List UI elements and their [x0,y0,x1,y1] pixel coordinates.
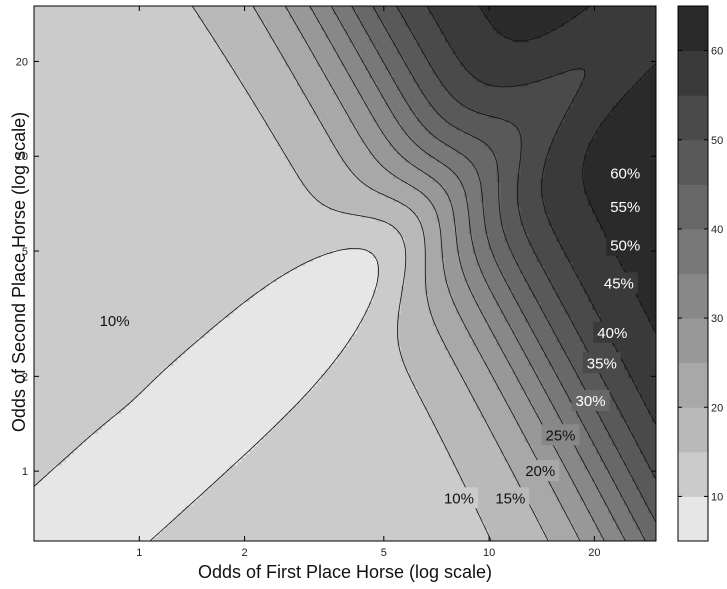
contour-label-text: 55% [610,199,640,216]
contour-line [426,6,656,426]
contour-label-box [95,309,134,331]
y-tick-label: 20 [16,56,28,68]
contour-label: 15% [491,487,530,509]
colorbar-band [678,184,708,230]
contour-line [34,248,379,541]
colorbar-band [678,496,708,542]
colorbar-tick-label: 40 [711,224,723,236]
x-axis-label: Odds of First Place Horse (log scale) [198,562,492,582]
colorbar-tick-label: 30 [711,313,723,325]
contour-labels: 10% 10% 15%20% 25%30% 35% 40% 45% 50% 55% 60% [95,162,645,509]
y-tick-label: 2 [22,371,28,383]
colorbar-tick-label: 60 [711,46,723,58]
contour-label-box [599,272,638,294]
contour-label: 50% [606,234,645,256]
contour-label-text: 35% [587,355,617,372]
contour-label-box [541,424,580,446]
contour-label-text: 40% [597,325,627,342]
colorbar-tick-label: 50 [711,135,723,147]
contour-line [351,6,646,541]
contour-label-text: 10% [100,313,130,330]
colorbar-band [678,451,708,497]
contour-line [191,6,492,541]
contour-label-box [593,321,632,343]
contour-label: 35% [582,352,621,374]
x-tick-label: 20 [588,547,600,559]
contour-label: 20% [521,460,560,482]
x-tick-label: 2 [242,547,248,559]
colorbar-frame [677,5,709,542]
x-tick-label: 5 [381,547,387,559]
contour-label: 55% [606,195,645,217]
plot-frame [33,5,657,542]
axis-ticks: 1 2 5 10 20 1 2 5 10 20 [16,6,656,559]
colorbar-band [678,139,708,185]
contour-line [330,6,626,541]
colorbar-tick-label: 10 [711,491,723,503]
contour-label-box [439,487,478,509]
contour-label-box [606,234,645,256]
contour-label: 60% [606,162,645,184]
colorbar-band [678,95,708,141]
y-tick-label: 5 [22,246,28,258]
colorbar-tick-label: 20 [711,402,723,414]
contour-label-text: 10% [444,490,474,507]
contour-label-text: 20% [525,463,555,480]
contour-label-text: 25% [545,427,575,444]
colorbar-band [678,318,708,364]
contour-line [309,6,605,541]
contour-fill [34,6,656,541]
contour-label-box [571,390,610,412]
y-tick-label: 10 [16,151,28,163]
contour-label: 25% [541,424,580,446]
contour-label-text: 60% [610,166,640,183]
contour-label-text: 15% [495,490,525,507]
contour-label-box [491,487,530,509]
y-axis-label: Odds of Second Place Horse (log scale) [9,112,29,432]
contour-label-box [582,352,621,374]
x-tick-label: 10 [483,547,495,559]
plot-area [34,6,656,541]
x-tick-label: 1 [136,547,142,559]
colorbar-band [678,6,708,52]
contour-label-text: 50% [610,238,640,255]
contour-label: 30% [571,390,610,412]
contour-label: 40% [593,321,632,343]
contour-label-box [606,195,645,217]
colorbar-band [678,50,708,96]
contour-line [252,6,549,541]
colorbar: 10 20 30 40 50 60 [677,5,723,542]
contour-label: 45% [599,272,638,294]
contour-label-text: 45% [604,275,634,292]
colorbar-band [678,407,708,453]
contour-label-text: 30% [576,393,606,410]
colorbar-band [678,273,708,319]
colorbar-band [678,362,708,408]
colorbar-band [678,228,708,274]
contour-label-box [606,162,645,184]
y-tick-label: 1 [22,466,28,478]
contour-label: 10% [439,487,478,509]
contour-label: 10% [95,309,134,331]
contour-label-box [521,460,560,482]
